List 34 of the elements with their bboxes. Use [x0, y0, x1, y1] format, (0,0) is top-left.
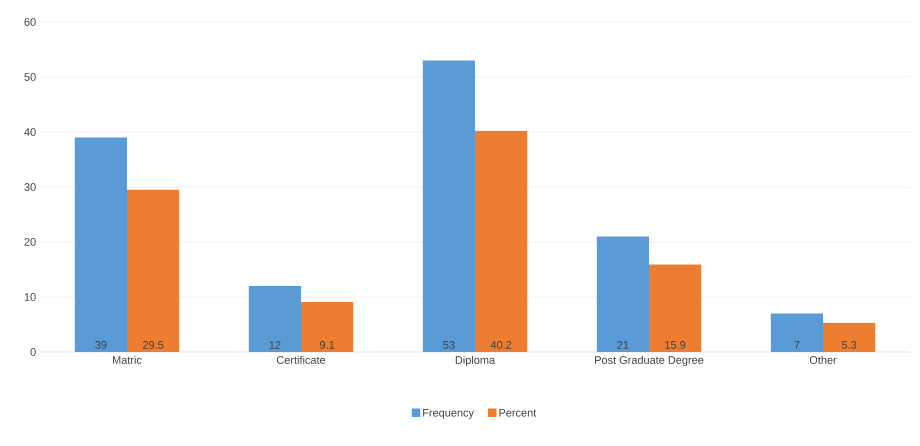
bar [422, 60, 476, 352]
data-label: 12 [270, 341, 280, 349]
legend-label: Percent [499, 408, 536, 417]
bar [596, 236, 650, 352]
y-tick-label: 20 [24, 238, 36, 246]
x-tick-label: Diploma [456, 356, 496, 366]
y-tick-label: 30 [24, 183, 36, 191]
legend-label: Frequency [423, 408, 474, 419]
data-label: 7 [794, 341, 800, 349]
bar [770, 314, 824, 352]
x-tick-label: Post Graduate Degree [595, 356, 704, 366]
bar [127, 190, 180, 352]
bar [248, 286, 302, 352]
data-label: 53 [443, 341, 455, 349]
bar [823, 322, 876, 352]
x-tick-label: Certificate [276, 356, 326, 364]
bar [301, 302, 354, 352]
y-tick-label: 50 [24, 73, 36, 81]
data-label: 21 [617, 341, 628, 349]
bar [74, 138, 127, 352]
y-tick-label: 40 [24, 128, 36, 136]
bar [649, 264, 702, 352]
data-label: 15.9 [665, 341, 686, 349]
bar [475, 130, 528, 352]
data-label: 5.3 [842, 341, 856, 349]
data-label: 40.2 [490, 341, 512, 349]
data-label: 39 [95, 341, 106, 349]
y-tick-label: 0 [30, 348, 36, 356]
data-label: 29.5 [142, 341, 164, 349]
data-label: 9.1 [320, 341, 334, 349]
x-tick-label: Other [810, 356, 837, 364]
y-tick-label: 60 [24, 18, 36, 26]
y-tick-label: 10 [24, 293, 36, 301]
x-tick-label: Matric [112, 356, 142, 364]
